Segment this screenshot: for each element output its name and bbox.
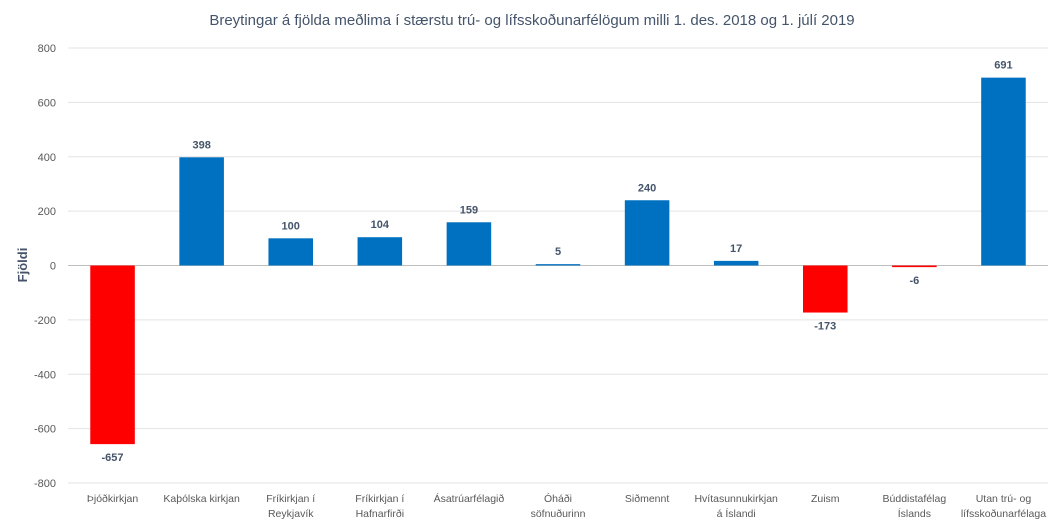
y-tick-label: -400 bbox=[34, 369, 56, 381]
y-tick-label: 600 bbox=[38, 97, 56, 109]
category-label: Kaþólska kirkjan bbox=[163, 493, 240, 505]
data-label: 240 bbox=[638, 182, 656, 194]
data-label: 398 bbox=[192, 139, 210, 151]
category-labels: Þjóðkirkjan Kaþólska kirkjan Fríkirkjan í R… bbox=[87, 492, 1046, 520]
data-label: 104 bbox=[371, 219, 390, 231]
category-label: Ásatrúarfélagið bbox=[434, 492, 505, 505]
bar bbox=[713, 260, 759, 266]
y-tick-label: 800 bbox=[38, 43, 56, 55]
y-axis-label: Fjöldi bbox=[15, 248, 30, 283]
bar bbox=[535, 264, 581, 266]
bar bbox=[803, 265, 848, 313]
data-labels: -657 398 100 104 159 5 240 17 -173 -6 691 bbox=[102, 60, 1013, 464]
y-tick-label: -600 bbox=[34, 424, 56, 436]
data-label: -173 bbox=[814, 321, 836, 333]
category-label: á Íslandi bbox=[717, 507, 756, 520]
chart-title: Breytingar á fjölda meðlima í stærstu tr… bbox=[209, 12, 854, 29]
bars bbox=[90, 77, 1026, 445]
category-label: Búddistafélag bbox=[883, 493, 947, 505]
category-label: Íslands bbox=[898, 507, 931, 520]
category-label: lífsskoðunarfélaga bbox=[961, 508, 1046, 520]
data-label: -657 bbox=[102, 452, 124, 464]
data-label: -6 bbox=[909, 275, 919, 287]
category-label: Reykjavík bbox=[268, 508, 314, 520]
category-label: Óháði bbox=[544, 492, 572, 505]
y-tick-label: -800 bbox=[34, 478, 56, 490]
bar bbox=[268, 238, 313, 266]
y-tick-label: 0 bbox=[50, 261, 56, 273]
data-label: 100 bbox=[282, 220, 300, 232]
category-label: Þjóðkirkjan bbox=[87, 493, 139, 505]
category-label: Zuism bbox=[811, 493, 840, 505]
y-tick-label: -200 bbox=[34, 315, 56, 327]
y-tick-label: 200 bbox=[38, 206, 56, 218]
category-label: Fríkirkjan í bbox=[266, 493, 315, 505]
category-label: Fríkirkjan í bbox=[355, 493, 404, 505]
bar bbox=[90, 265, 135, 445]
category-label: Hafnarfirði bbox=[356, 508, 404, 520]
y-axis-ticks: 800 600 400 200 0 -200 -400 -600 -800 bbox=[34, 43, 56, 490]
bar bbox=[981, 77, 1026, 266]
bar bbox=[446, 222, 492, 266]
data-label: 691 bbox=[994, 60, 1012, 72]
data-label: 5 bbox=[555, 246, 561, 258]
bar bbox=[892, 265, 937, 268]
category-label: söfnuðurinn bbox=[531, 508, 586, 520]
data-label: 159 bbox=[460, 204, 478, 216]
bar bbox=[179, 157, 224, 266]
y-tick-label: 400 bbox=[38, 152, 56, 164]
bar bbox=[357, 237, 403, 266]
bar bbox=[624, 200, 670, 266]
data-label: 17 bbox=[730, 243, 742, 255]
category-label: Hvítasunnukirkjan bbox=[694, 493, 778, 505]
category-label: Siðmennt bbox=[625, 493, 669, 505]
category-label: Utan trú- og bbox=[976, 493, 1032, 505]
